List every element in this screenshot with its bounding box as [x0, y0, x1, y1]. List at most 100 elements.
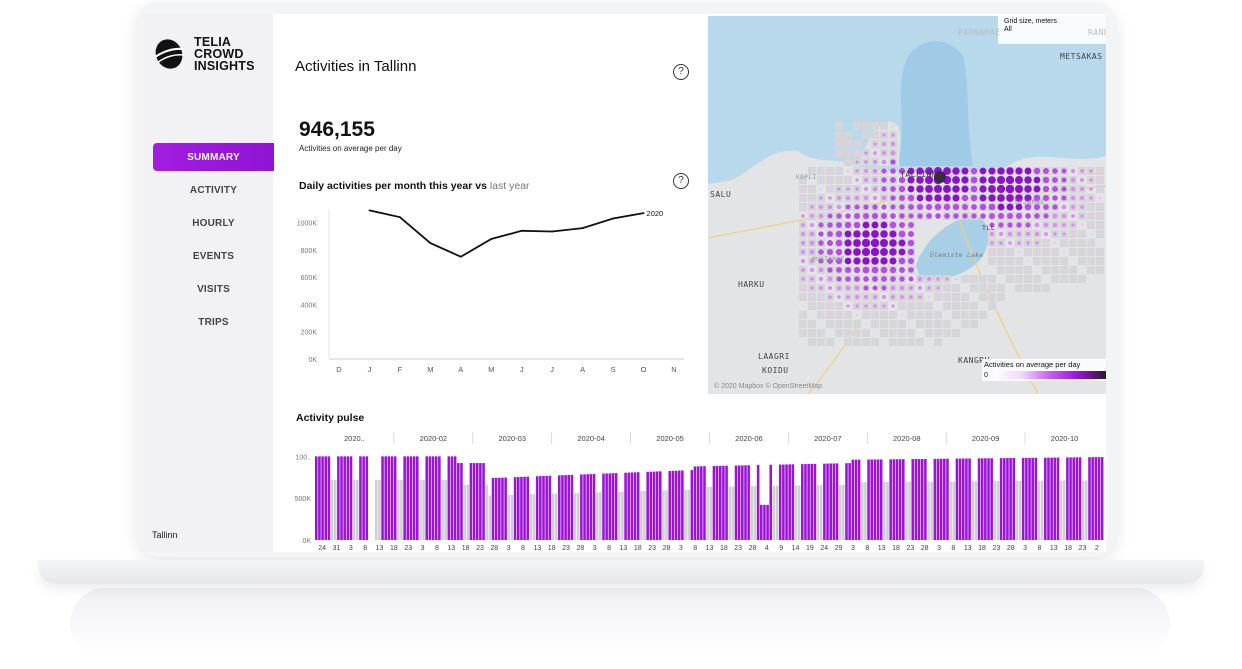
pulse-bar: [554, 493, 558, 540]
activity-dot: [1081, 242, 1083, 244]
activity-dot: [801, 286, 805, 290]
nav-item-hourly[interactable]: HOURLY: [192, 217, 235, 229]
map-attribution[interactable]: © 2020 Mapbox © OpenStreetMap: [714, 383, 822, 390]
activity-dot: [899, 213, 905, 219]
nav-item-activity[interactable]: ACTIVITY: [189, 184, 238, 196]
pulse-bar: [441, 479, 444, 540]
pulse-bar: [870, 459, 874, 540]
activity-dot: [1024, 185, 1032, 193]
pulse-bar: [961, 458, 965, 540]
activity-dot: [1080, 232, 1084, 236]
pulse-bar: [873, 459, 877, 540]
map-place-label: SOJAMAE: [1014, 198, 1045, 206]
map-grid-cell: [1087, 266, 1095, 274]
map-grid-cell: [808, 329, 816, 337]
x-tick-label: 3: [937, 545, 941, 552]
activity-dot: [925, 167, 933, 175]
activity-dot: [810, 295, 814, 299]
activity-dot: [837, 295, 841, 299]
activity-dot: [828, 187, 832, 191]
activity-dot: [810, 196, 814, 200]
activity-dot: [997, 194, 1005, 202]
activity-dot: [1052, 195, 1058, 201]
x-tick-label: J: [368, 365, 372, 374]
nav-item-summary[interactable]: SUMMARY: [153, 143, 274, 171]
app-screen: TELIA CROWD INSIGHTS SUMMARY ACTIVITY HO…: [144, 14, 1106, 552]
activity-dot: [836, 213, 842, 219]
activity-dot: [863, 285, 869, 291]
map-grid-cell: [988, 275, 996, 283]
pulse-bar: [775, 485, 779, 540]
map-grid-cell: [844, 329, 852, 337]
activity-dot: [872, 285, 878, 291]
pulse-bar: [621, 491, 624, 540]
activity-map[interactable]: Grid size, meters All PARNAMAE RAND METS…: [708, 16, 1106, 394]
activity-dot: [908, 276, 914, 282]
activity-dot: [837, 169, 841, 173]
activity-dot: [889, 230, 897, 238]
activity-dot: [838, 152, 840, 154]
pulse-bar: [984, 458, 987, 540]
activity-dot: [855, 178, 859, 182]
activity-dot: [999, 241, 1003, 245]
map-grid-cell: [808, 338, 816, 346]
pulse-bar: [1015, 480, 1019, 540]
help-icon[interactable]: ?: [673, 173, 689, 189]
pulse-bar: [766, 504, 769, 540]
activity-dot: [880, 230, 888, 238]
pulse-bar: [1025, 457, 1028, 540]
nav-item-trips[interactable]: TRIPS: [198, 316, 229, 328]
activity-dot: [818, 231, 824, 237]
activity-dot: [907, 230, 915, 238]
map-grid-cell: [1060, 257, 1068, 265]
activity-dot: [881, 204, 887, 210]
activity-dot: [827, 204, 833, 210]
map-place-label: METSAKAS: [1060, 52, 1103, 61]
map-grid-cell: [970, 284, 978, 292]
pulse-bar: [933, 458, 937, 540]
pulse-bar: [463, 484, 466, 540]
map-grid-cell: [934, 320, 942, 328]
pulse-bar: [1078, 457, 1082, 540]
activity-dot: [836, 285, 842, 291]
activity-dot: [891, 313, 895, 317]
pulse-bar: [393, 456, 397, 540]
activity-dot: [908, 213, 914, 219]
activity-dot: [961, 167, 969, 175]
app-logo[interactable]: TELIA CROWD INSIGHTS: [152, 36, 255, 72]
pulse-bar: [1066, 457, 1069, 540]
activity-dot: [818, 258, 824, 264]
pulse-bar: [498, 477, 501, 540]
activity-dot: [1033, 185, 1041, 193]
y-tick-label: 800K: [301, 248, 318, 255]
map-place-label: HARKU: [738, 280, 765, 289]
y-tick-label: 100..: [295, 454, 311, 461]
activity-dot: [872, 195, 878, 201]
series-line: [369, 209, 644, 258]
legend-color-scale: [994, 371, 1106, 379]
activity-dot: [801, 277, 805, 281]
pulse-bar: [337, 456, 340, 540]
pulse-bar: [349, 456, 353, 540]
map-grid-cell: [1051, 257, 1059, 265]
activity-dot: [881, 150, 887, 156]
pulse-bar: [883, 481, 886, 540]
map-place-label: KOPLI: [796, 174, 817, 181]
x-tick-label: J: [550, 365, 554, 374]
activity-dot: [855, 169, 859, 173]
nav-item-events[interactable]: EVENTS: [192, 250, 235, 262]
grid-size-control[interactable]: Grid size, meters All: [998, 16, 1106, 44]
activity-dot: [1070, 168, 1076, 174]
help-icon[interactable]: ?: [673, 64, 689, 80]
activity-dot: [880, 248, 888, 256]
pulse-bar: [599, 492, 602, 540]
activity-dot: [881, 294, 887, 300]
nav-item-visits[interactable]: VISITS: [197, 283, 230, 295]
pulse-bar: [920, 458, 924, 540]
activity-dot: [910, 314, 912, 316]
activity-dot: [909, 295, 913, 299]
map-grid-cell: [925, 329, 933, 337]
activity-dot: [1061, 204, 1067, 210]
activity-dot: [889, 248, 897, 256]
pulse-bar: [580, 474, 583, 540]
